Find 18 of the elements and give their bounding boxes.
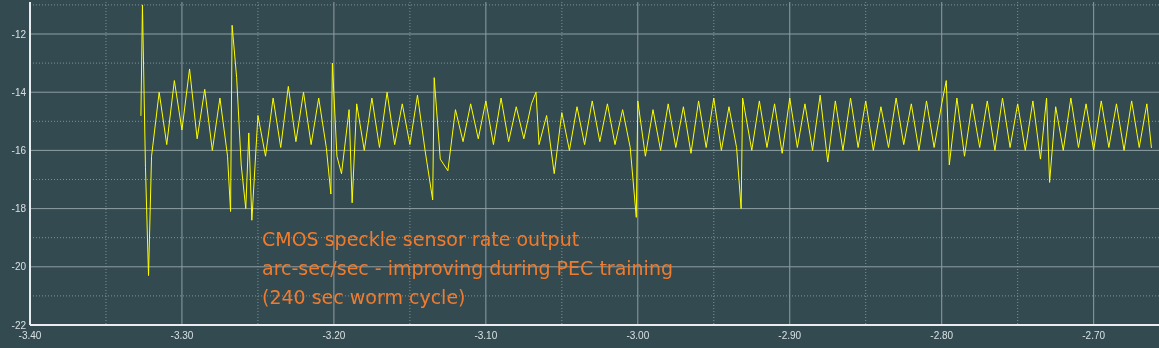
line-series xyxy=(140,4,1152,277)
x-tick-label: -2.70 xyxy=(1082,330,1106,341)
annotation: CMOS speckle sensor rate output xyxy=(262,228,580,250)
x-tick-label: -3.40 xyxy=(18,330,42,341)
y-tick-label: -20 xyxy=(11,261,27,273)
y-tick-label: -14 xyxy=(11,86,27,98)
y-tick-label: -18 xyxy=(11,203,27,215)
x-tick-label: -3.10 xyxy=(474,330,498,341)
y-tick-label: -12 xyxy=(11,28,27,40)
annotation: (240 sec worm cycle) xyxy=(262,286,466,308)
x-tick-label: -2.90 xyxy=(778,330,802,341)
y-tick-label: -16 xyxy=(11,144,27,156)
annotation: arc-sec/sec - improving during PEC training xyxy=(262,257,673,279)
x-tick-label: -2.80 xyxy=(930,330,954,341)
x-tick-label: -3.30 xyxy=(170,330,194,341)
x-tick-label: -3.00 xyxy=(626,330,650,341)
x-tick-label: -3.20 xyxy=(322,330,346,341)
y-tick-label: -22 xyxy=(11,319,27,331)
